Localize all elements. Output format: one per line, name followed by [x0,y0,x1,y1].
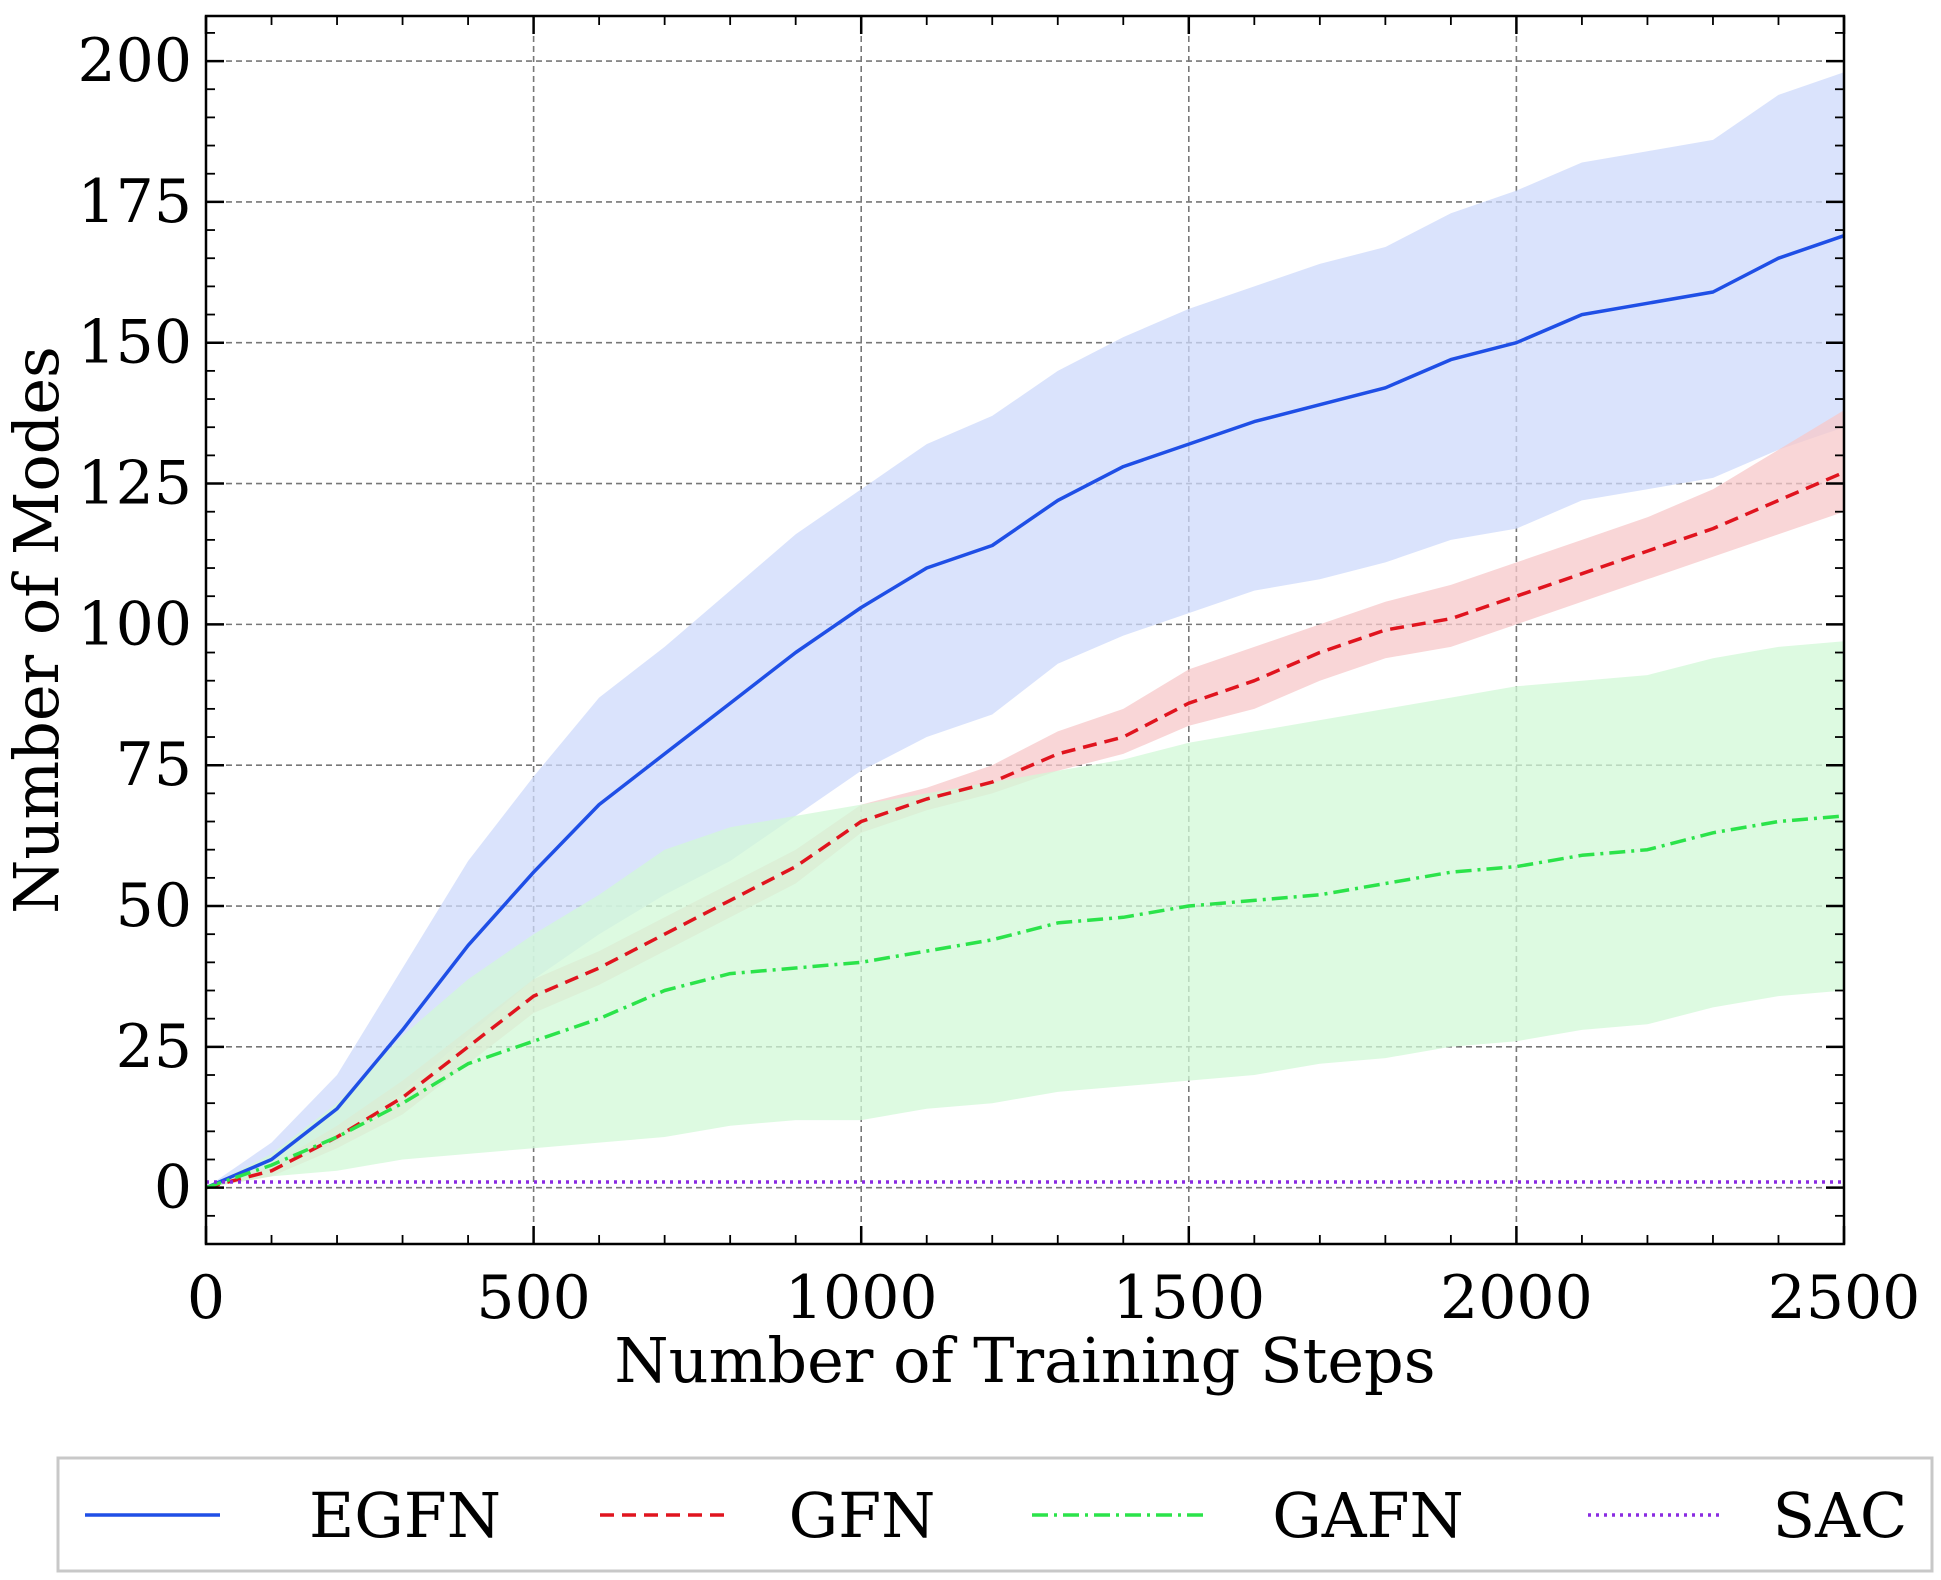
legend: EGFN GFN GAFN SAC [56,1456,1934,1573]
y-tick-label: 75 [116,730,192,800]
series-lines [205,234,1845,1190]
y-tick-label: 175 [77,167,192,237]
y-tick-label: 150 [77,308,192,378]
x-axis-label: Number of Training Steps [614,1324,1435,1397]
x-tick-label: 1000 [785,1263,938,1333]
gafn-line [205,814,1845,1190]
y-axis-label: Number of Modes [0,346,73,914]
y-tick-label: 125 [77,449,192,519]
plot-frame [204,14,1846,1246]
egfn-line [205,234,1845,1190]
y-tick-label: 100 [77,589,192,659]
gfn-line [205,470,1845,1190]
gafn-legend-label: GAFN [1272,1479,1464,1552]
x-tick-label: 2000 [1440,1263,1593,1333]
sac-legend-label: SAC [1773,1479,1908,1552]
x-tick-label: 0 [187,1263,225,1333]
y-tick-label: 0 [154,1153,192,1223]
y-tick-label: 200 [77,26,192,96]
x-tick-label: 2500 [1768,1263,1921,1333]
confidence-bands [206,72,1844,1188]
gafn-band [206,641,1844,1188]
y-tick-label: 50 [116,871,192,941]
gfn-band [206,410,1844,1188]
egfn-legend-label: EGFN [309,1479,501,1552]
gfn-legend-label: GFN [789,1479,936,1552]
x-tick-label: 500 [476,1263,591,1333]
y-tick-label: 25 [116,1012,192,1082]
tick-labels: 0 500 1000 1500 2000 2500 0 25 50 75 100 125 150 175 2… [77,26,1920,1333]
legend-box [56,1456,1934,1573]
x-tick-label: 1500 [1112,1263,1265,1333]
axis-ticks [204,16,1846,1244]
